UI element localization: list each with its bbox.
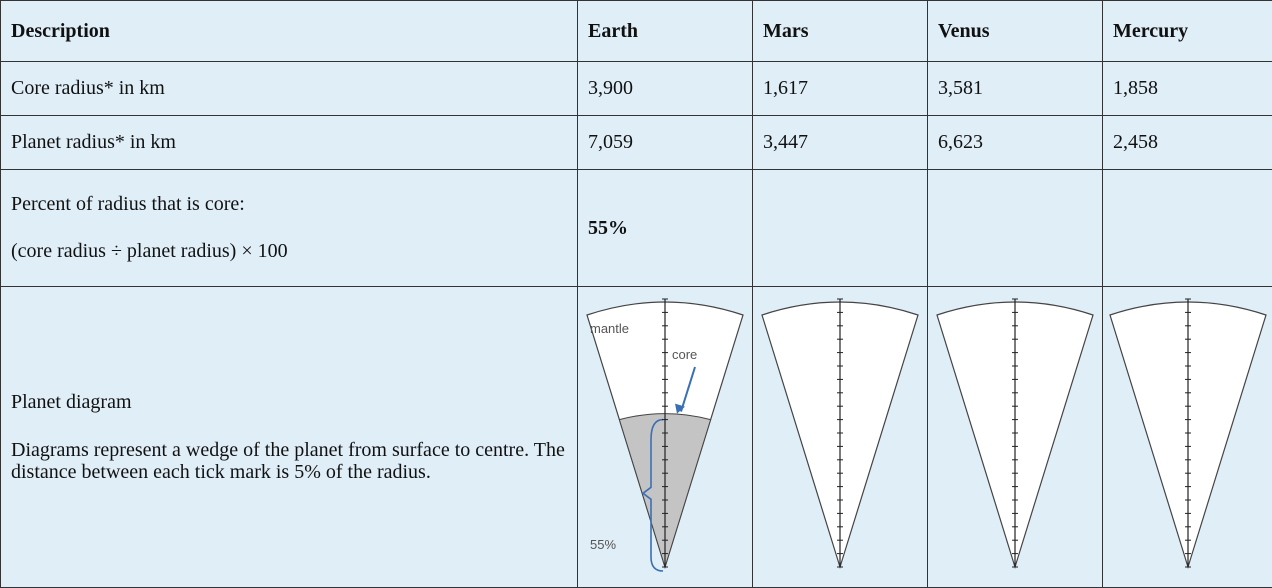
- mercury-diagram: [1103, 287, 1272, 581]
- cell: mantle core 55%: [578, 287, 753, 588]
- cell: [928, 287, 1103, 588]
- percent-label: 55%: [590, 537, 616, 552]
- header-row: Description Earth Mars Venus Mercury: [1, 1, 1272, 62]
- cell: 1,617: [753, 62, 928, 116]
- diagram-label: Planet diagram: [11, 391, 567, 413]
- cell: 2,458: [1103, 116, 1272, 170]
- row: Percent of radius that is core: (core ra…: [1, 170, 1272, 287]
- header-cell: Mercury: [1103, 1, 1272, 62]
- diagram-description: Diagrams represent a wedge of the planet…: [11, 439, 567, 483]
- cell: 7,059: [578, 116, 753, 170]
- earth-diagram: mantle core 55%: [578, 287, 752, 581]
- cell: 3,900: [578, 62, 753, 116]
- cell: [753, 170, 928, 287]
- cell: [1103, 287, 1272, 588]
- header-cell: Earth: [578, 1, 753, 62]
- cell: 1,858: [1103, 62, 1272, 116]
- row: Core radius* in km 3,900 1,617 3,581 1,8…: [1, 62, 1272, 116]
- row: Planet radius* in km 7,059 3,447 6,623 2…: [1, 116, 1272, 170]
- mars-diagram: [753, 287, 927, 581]
- cell: [753, 287, 928, 588]
- wedge: [587, 299, 743, 571]
- header-cell: Venus: [928, 1, 1103, 62]
- header-cell: Description: [1, 1, 578, 62]
- cell: Percent of radius that is core: (core ra…: [1, 170, 578, 287]
- venus-diagram: [928, 287, 1102, 581]
- mantle-label: mantle: [590, 321, 629, 336]
- percent-formula: (core radius ÷ planet radius) × 100: [11, 240, 567, 263]
- wedge: [762, 299, 918, 567]
- cell: 3,581: [928, 62, 1103, 116]
- wedge: [937, 299, 1093, 567]
- cell: [928, 170, 1103, 287]
- row: Planet diagram Diagrams represent a wedg…: [1, 287, 1272, 588]
- cell: 3,447: [753, 116, 928, 170]
- percent-label: Percent of radius that is core:: [11, 193, 567, 216]
- wedge: [1110, 299, 1266, 567]
- cell: 55%: [578, 170, 753, 287]
- cell: Planet diagram Diagrams represent a wedg…: [1, 287, 578, 588]
- cell: [1103, 170, 1272, 287]
- cell: Planet radius* in km: [1, 116, 578, 170]
- header-cell: Mars: [753, 1, 928, 62]
- cell: Core radius* in km: [1, 62, 578, 116]
- core-label: core: [672, 347, 697, 362]
- cell: 6,623: [928, 116, 1103, 170]
